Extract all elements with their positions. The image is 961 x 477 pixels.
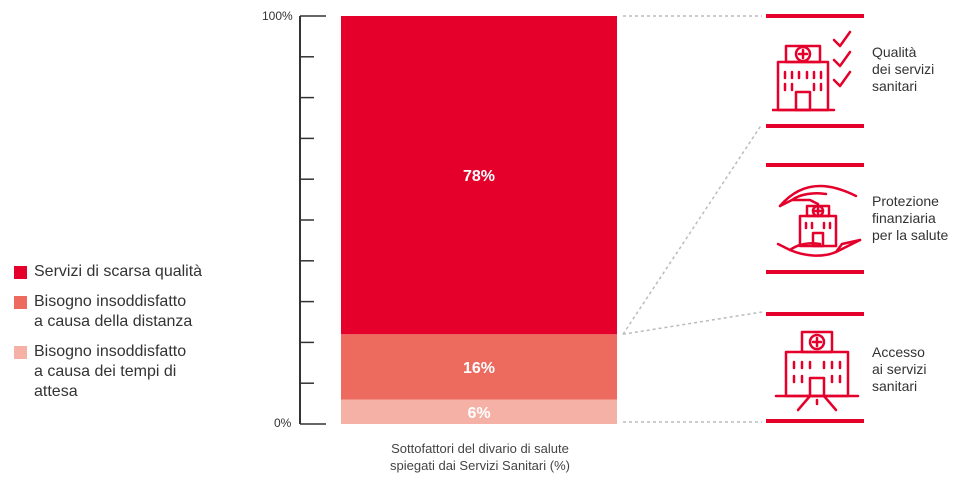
legend-swatch <box>14 346 27 359</box>
category-label-line: ai servizi <box>872 361 927 377</box>
data-label: 78% <box>463 168 495 185</box>
category-label-line: sanitari <box>872 378 918 394</box>
bar-segment <box>341 399 617 424</box>
bar-segments <box>341 16 617 424</box>
category-label-line: Qualità <box>872 44 917 60</box>
connector-lines <box>622 15 763 423</box>
category-label-line: finanziaria <box>872 210 936 226</box>
y-tick-label-0: 0% <box>274 416 292 430</box>
category-label-financial-protection: Protezione finanziaria per la salute <box>872 193 948 244</box>
category-label-line: sanitari <box>872 78 918 94</box>
divider-bar <box>766 312 864 316</box>
legend-label-line: Bisogno insoddisfatto <box>34 293 187 310</box>
data-label: 16% <box>463 360 495 377</box>
legend-label-line: a causa della distanza <box>34 313 193 330</box>
bar-segment <box>341 334 617 400</box>
x-axis-label: Sottofattori del divario di salute spieg… <box>340 440 620 474</box>
category-label-line: Protezione <box>872 193 939 209</box>
data-labels: 6% 16% 78% <box>463 168 495 422</box>
y-axis <box>299 15 326 425</box>
legend-label-line: Servizi di scarsa qualità <box>34 263 203 280</box>
category-label-line: Accesso <box>872 344 925 360</box>
legend-item: Bisogno insoddisfatto a causa della dista… <box>12 292 242 332</box>
divider-bar <box>766 163 864 167</box>
legend-item: Bisogno insoddisfatto a causa dei tempi d… <box>12 342 242 402</box>
bar-segment <box>341 16 617 335</box>
legend-swatch <box>14 296 27 309</box>
hospital-checklist-icon <box>772 30 852 112</box>
category-label-quality: Qualità dei servizi sanitari <box>872 44 934 95</box>
category-label-line: dei servizi <box>872 61 935 77</box>
hospital-road-icon <box>774 330 860 412</box>
legend-label-line: attesa <box>34 383 78 400</box>
x-axis-label-line: Sottofattori del divario di salute <box>391 441 569 456</box>
legend-label-line: Bisogno insoddisfatto <box>34 343 187 360</box>
category-label-line: per la salute <box>872 227 949 243</box>
divider-bar <box>766 270 864 274</box>
legend-swatch <box>14 266 27 279</box>
legend-label-line: a causa dei tempi di <box>34 363 177 380</box>
connector-line <box>622 123 763 335</box>
divider-bar <box>766 14 864 18</box>
connector-line <box>622 311 763 335</box>
category-label-access: Accesso ai servizi sanitari <box>872 344 926 395</box>
legend: Servizi di scarsa qualità Bisogno insoddi… <box>12 262 242 412</box>
divider-bar <box>766 124 864 128</box>
legend-item: Servizi di scarsa qualità <box>12 262 242 282</box>
divider-bar <box>766 419 864 423</box>
x-axis-label-line: spiegati dai Servizi Sanitari (%) <box>390 458 570 473</box>
data-label: 6% <box>467 405 490 422</box>
y-tick-label-100: 100% <box>262 9 293 23</box>
hands-protecting-hospital-icon <box>776 184 862 257</box>
